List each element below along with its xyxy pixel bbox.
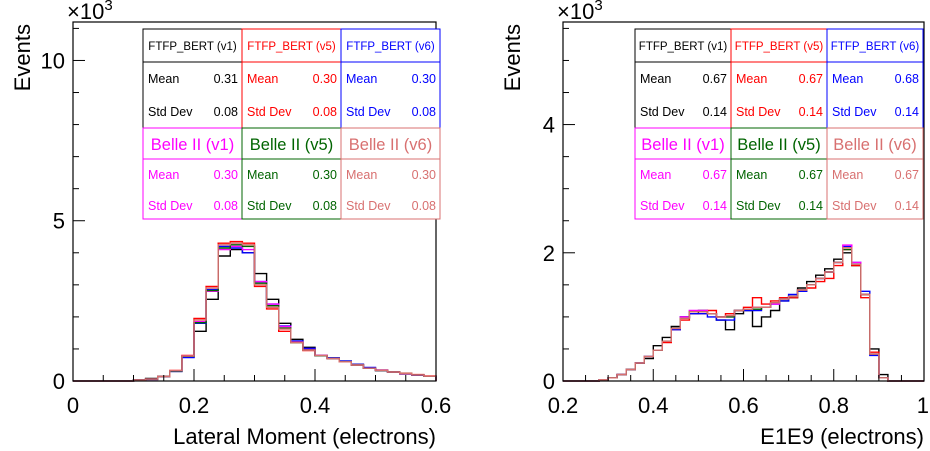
ftfp-stats-header: FTFP_BERT (v6)	[346, 41, 435, 53]
ftfp-mean-label: Mean	[346, 72, 377, 86]
belle-mean-value: 0.67	[703, 168, 727, 182]
belle-std-value: 0.14	[799, 199, 823, 213]
belle-stats-header: Belle II (v5)	[737, 136, 820, 154]
ftfp-std-label: Std Dev	[832, 105, 877, 119]
belle-stats-box-0	[142, 127, 243, 220]
y-scale-multiplier: ×103	[557, 0, 603, 24]
belle-std-value: 0.14	[703, 199, 727, 213]
x-tick-label: 0.6	[728, 393, 759, 418]
belle-stats-box-2	[826, 127, 924, 220]
y-tick-label: 2	[543, 241, 555, 266]
e1e9-chart: 0 2 4 0.2 0.4 0.6 0.8 1 E1E9 (electrons) Events ×1…	[500, 0, 929, 449]
y-scale-exponent: 3	[104, 0, 112, 14]
belle-std-label: Std Dev	[640, 199, 685, 213]
x-tick-label: 0.4	[300, 393, 331, 418]
belle-mean-value: 0.30	[412, 168, 436, 182]
x-tick-label: 0.4	[638, 393, 669, 418]
ftfp-std-value: 0.14	[895, 105, 919, 119]
ftfp-std-label: Std Dev	[148, 105, 193, 119]
belle-std-value: 0.08	[412, 199, 436, 213]
ftfp-std-label: Std Dev	[247, 105, 292, 119]
belle-stats-box-1	[730, 127, 828, 220]
ftfp-std-label: Std Dev	[640, 105, 685, 119]
belle-std-value: 0.14	[895, 199, 919, 213]
ftfp-std-value: 0.14	[703, 105, 727, 119]
ftfp-stats-header: FTFP_BERT (v6)	[831, 41, 920, 53]
belle-stats-header: Belle II (v1)	[641, 136, 724, 154]
ftfp-mean-label: Mean	[736, 72, 767, 86]
ftfp-mean-label: Mean	[832, 72, 863, 86]
belle-std-label: Std Dev	[148, 199, 193, 213]
y-tick-label: 10	[41, 48, 65, 73]
belle-mean-label: Mean	[346, 168, 377, 182]
ftfp-stats-header: FTFP_BERT (v1)	[148, 41, 237, 53]
ftfp-stats-box-2	[826, 28, 924, 129]
y-scale-base: ×10	[67, 0, 104, 24]
y-tick-label: 0	[53, 369, 65, 394]
ftfp-stats-box-1	[730, 28, 828, 129]
ftfp-mean-value: 0.30	[412, 72, 436, 86]
ftfp-stats-header: FTFP_BERT (v5)	[247, 41, 336, 53]
ftfp-std-value: 0.08	[313, 105, 337, 119]
belle-stats-header: Belle II (v6)	[833, 136, 916, 154]
series-5-histogram	[73, 242, 437, 382]
belle-std-label: Std Dev	[247, 199, 292, 213]
belle-mean-label: Mean	[148, 168, 179, 182]
ftfp-mean-value: 0.68	[895, 72, 919, 86]
belle-stats-box-2	[340, 127, 441, 220]
ftfp-mean-value: 0.31	[214, 72, 238, 86]
ftfp-mean-label: Mean	[148, 72, 179, 86]
ftfp-std-value: 0.14	[799, 105, 823, 119]
ftfp-stats-box-2	[340, 28, 441, 129]
belle-std-label: Std Dev	[736, 199, 781, 213]
belle-mean-label: Mean	[640, 168, 671, 182]
ftfp-mean-label: Mean	[247, 72, 278, 86]
belle-mean-value: 0.30	[313, 168, 337, 182]
ftfp-std-label: Std Dev	[736, 105, 781, 119]
ftfp-std-label: Std Dev	[346, 105, 391, 119]
belle-std-value: 0.08	[214, 199, 238, 213]
y-axis-title: Events	[10, 24, 35, 91]
ftfp-mean-value: 0.67	[799, 72, 823, 86]
ftfp-stats-header: FTFP_BERT (v1)	[639, 41, 728, 53]
belle-stats-header: Belle II (v6)	[349, 136, 432, 154]
belle-stats-header: Belle II (v5)	[250, 136, 333, 154]
y-tick-label: 4	[543, 113, 555, 138]
y-scale-exponent: 3	[594, 0, 602, 14]
y-tick-label: 5	[53, 209, 65, 234]
y-axis-title: Events	[500, 24, 525, 91]
x-axis-title: E1E9 (electrons)	[760, 424, 924, 449]
belle-mean-label: Mean	[736, 168, 767, 182]
ftfp-stats-header: FTFP_BERT (v5)	[735, 41, 824, 53]
x-tick-label: 0.2	[548, 393, 579, 418]
x-tick-label: 1	[917, 393, 929, 418]
belle-std-label: Std Dev	[346, 199, 391, 213]
belle-stats-header: Belle II (v1)	[151, 136, 234, 154]
ftfp-stats-box-1	[241, 28, 342, 129]
x-tick-label: 0.6	[421, 393, 452, 418]
x-axis-title: Lateral Moment (electrons)	[173, 424, 436, 449]
ftfp-mean-value: 0.67	[703, 72, 727, 86]
y-scale-multiplier: ×103	[67, 0, 113, 24]
y-tick-label: 0	[543, 369, 555, 394]
x-tick-label: 0.8	[818, 393, 849, 418]
belle-mean-value: 0.67	[895, 168, 919, 182]
ftfp-mean-label: Mean	[640, 72, 671, 86]
belle-mean-value: 0.30	[214, 168, 238, 182]
belle-std-value: 0.08	[313, 199, 337, 213]
ftfp-std-value: 0.08	[214, 105, 238, 119]
series-5-histogram	[563, 247, 924, 382]
ftfp-stats-box-0	[142, 28, 243, 129]
y-scale-base: ×10	[557, 0, 594, 24]
belle-std-label: Std Dev	[832, 199, 877, 213]
belle-mean-label: Mean	[832, 168, 863, 182]
ftfp-std-value: 0.08	[412, 105, 436, 119]
x-tick-label: 0	[67, 393, 79, 418]
ftfp-mean-value: 0.30	[313, 72, 337, 86]
belle-mean-value: 0.67	[799, 168, 823, 182]
x-tick-label: 0.2	[179, 393, 210, 418]
lateral-moment-chart: 0 5 10 0 0.2 0.4 0.6 Lateral Moment (electrons)…	[10, 0, 451, 449]
belle-mean-label: Mean	[247, 168, 278, 182]
